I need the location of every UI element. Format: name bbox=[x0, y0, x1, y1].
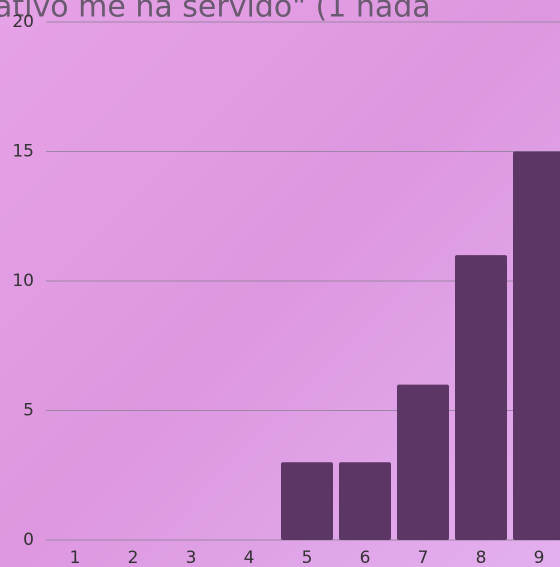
x-tick-label: 3 bbox=[186, 548, 197, 567]
x-tick-label: 9 bbox=[534, 548, 545, 567]
bar bbox=[339, 462, 391, 540]
bar bbox=[281, 462, 333, 540]
x-tick-label: 5 bbox=[302, 548, 313, 567]
x-tick-label: 1 bbox=[70, 548, 81, 567]
bar bbox=[397, 384, 449, 540]
x-tick-label: 4 bbox=[244, 548, 255, 567]
y-tick-label: 0 bbox=[23, 530, 34, 550]
x-tick-label: 8 bbox=[476, 548, 487, 567]
x-tick-label: 7 bbox=[418, 548, 429, 567]
chart-title: ativo me ha servido" (1 nada bbox=[0, 0, 431, 25]
bar bbox=[455, 255, 507, 540]
bar bbox=[513, 151, 560, 540]
x-tick-label: 2 bbox=[128, 548, 139, 567]
y-tick-label: 10 bbox=[12, 271, 34, 291]
x-tick-label: 6 bbox=[360, 548, 371, 567]
y-tick-label: 15 bbox=[12, 142, 34, 162]
y-tick-label: 5 bbox=[23, 401, 34, 421]
y-tick-label: 20 bbox=[12, 12, 34, 32]
